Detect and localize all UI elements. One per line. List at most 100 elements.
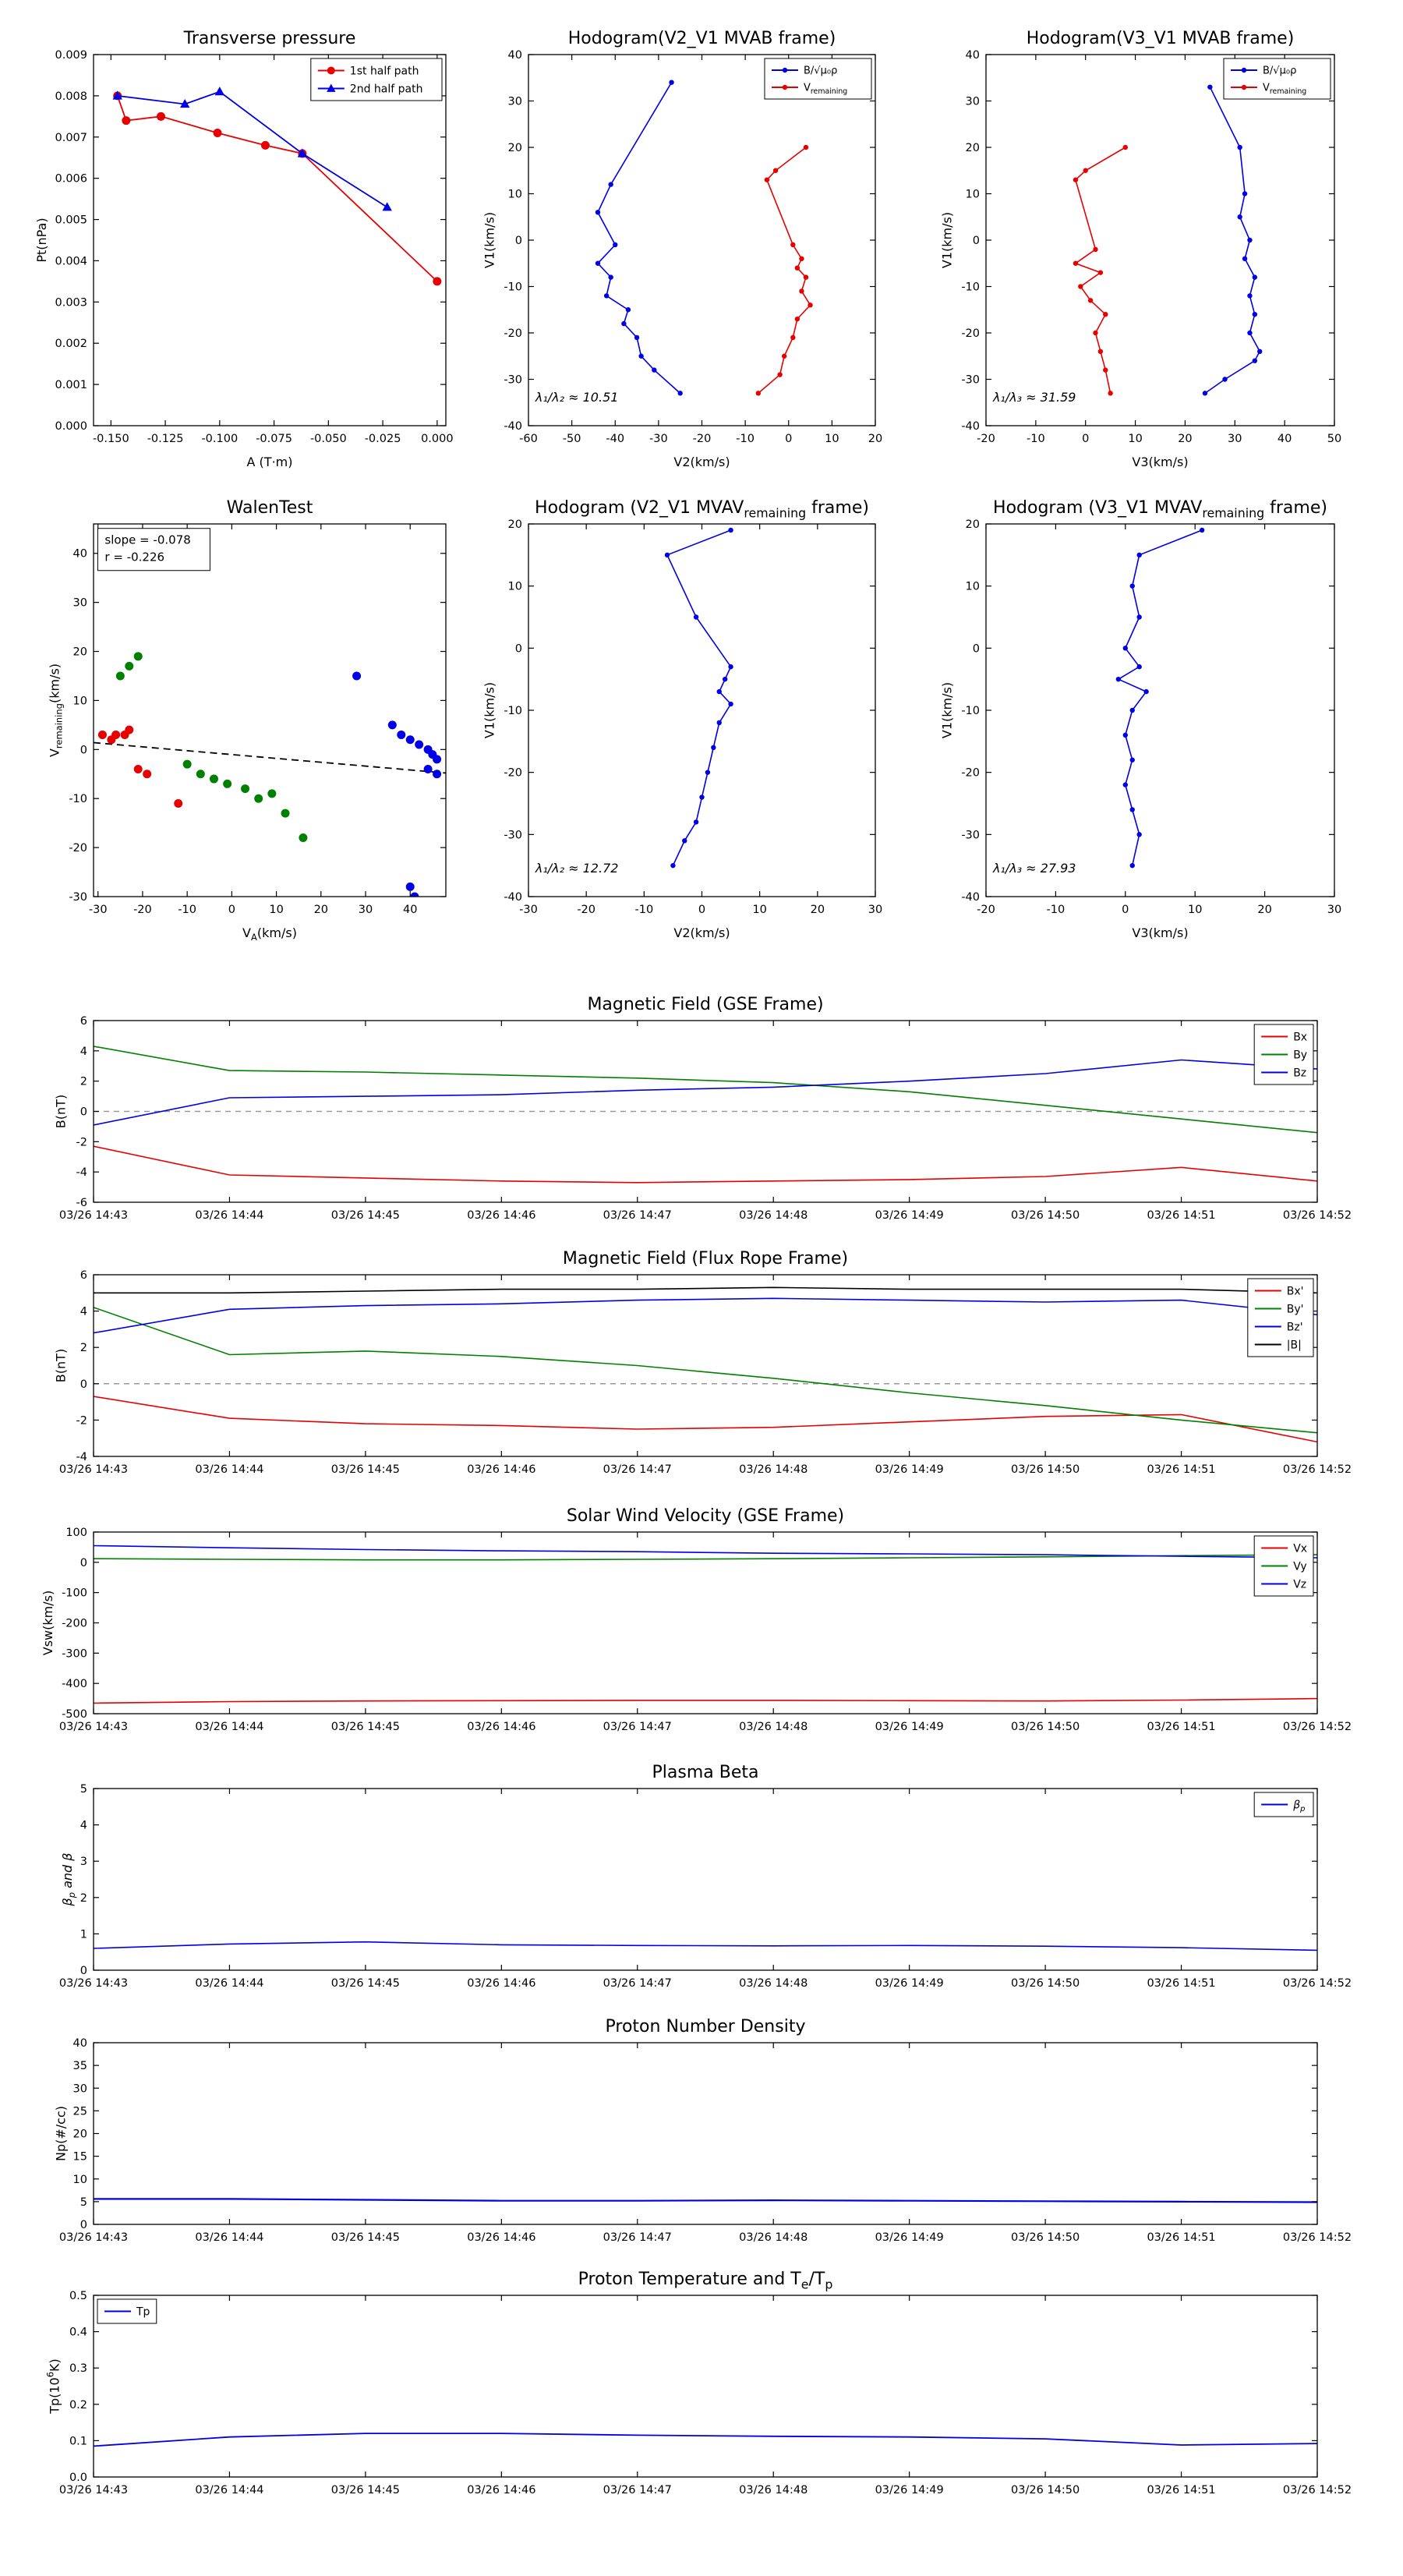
y-tick-label: 0 xyxy=(80,1378,87,1391)
y-tick-label: 100 xyxy=(65,1527,87,1539)
y-tick-label: 5 xyxy=(80,1783,87,1796)
y-axis-label: Vremaining(km/s) xyxy=(47,663,64,757)
y-tick-label: 4 xyxy=(80,1306,87,1318)
x-tick-label: 03/26 14:45 xyxy=(331,1463,400,1476)
x-tick-label: 03/26 14:46 xyxy=(467,2484,535,2496)
legend-label: Bx' xyxy=(1287,1286,1304,1298)
legend-label: Vremaining xyxy=(1263,83,1306,96)
x-tick-label: 20 xyxy=(1178,433,1192,445)
annotation: λ₁/λ₃ ≈ 27.93 xyxy=(992,861,1076,876)
x-tick-label: -10 xyxy=(1027,433,1045,445)
y-tick-label: 4 xyxy=(80,1820,87,1832)
x-tick-label: -0.125 xyxy=(147,433,184,445)
panel-plasma-beta: 03/26 14:43 03/26 14:44 03/26 14:45 03/26 1… xyxy=(59,1763,1352,1990)
x-tick-label: -10 xyxy=(1047,904,1066,916)
y-tick-label: 0 xyxy=(973,235,980,247)
x-axis-label: A (T·m) xyxy=(247,455,293,469)
series-line xyxy=(94,1145,1317,1184)
x-tick-label: -20 xyxy=(693,433,712,445)
x-tick-label: 03/26 14:43 xyxy=(59,2484,128,2496)
x-tick-label: 03/26 14:51 xyxy=(1147,1209,1215,1222)
annotation-box xyxy=(97,528,210,571)
x-tick-label: -10 xyxy=(634,904,653,916)
x-tick-label: 03/26 14:52 xyxy=(1283,1977,1352,1990)
series-line xyxy=(94,1046,1317,1134)
annotation: λ₁/λ₂ ≈ 12.72 xyxy=(535,861,619,876)
x-tick-label: 03/26 14:51 xyxy=(1147,2231,1215,2244)
x-tick-label: 03/26 14:51 xyxy=(1147,1721,1215,1733)
x-tick-label: 50 xyxy=(1327,433,1341,445)
x-tick-label: 10 xyxy=(269,904,283,916)
y-tick-label: 35 xyxy=(73,2060,87,2072)
x-tick-label: 03/26 14:52 xyxy=(1283,1463,1352,1476)
y-tick-label: 0.004 xyxy=(55,255,87,267)
x-tick-label: -10 xyxy=(178,904,196,916)
x-tick-label: 40 xyxy=(1278,433,1292,445)
y-tick-label: 4 xyxy=(80,1046,87,1058)
y-tick-label: -100 xyxy=(62,1587,87,1600)
legend-label: By' xyxy=(1287,1304,1304,1316)
y-tick-label: -40 xyxy=(961,420,980,433)
panel-proton-density: 03/26 14:43 03/26 14:44 03/26 14:45 03/26 1… xyxy=(54,2017,1352,2244)
panel-transverse-pressure: -0.150 -0.125 -0.100 -0.075 -0.050 -0.025 0.00… xyxy=(34,29,454,469)
y-tick-label: 0.3 xyxy=(69,2362,87,2375)
x-tick-label: 03/26 14:43 xyxy=(59,1209,128,1222)
y-tick-label: -20 xyxy=(504,327,522,340)
x-tick-label: 03/26 14:49 xyxy=(875,1977,944,1990)
y-tick-label: 30 xyxy=(73,597,87,610)
y-axis-label: Vsw(km/s) xyxy=(41,1591,55,1655)
x-tick-label: 03/26 14:50 xyxy=(1011,2484,1080,2496)
series-line xyxy=(94,2433,1317,2447)
panel-hodogram-v2v1-mvav: -30 -20 -10 0 10 20 30-40-30-20-1001020Hodogra… xyxy=(482,498,882,940)
y-tick-label: 0 xyxy=(80,2219,87,2231)
y-tick-label: -6 xyxy=(76,1197,87,1209)
x-tick-label: -50 xyxy=(563,433,581,445)
y-tick-label: 0.5 xyxy=(69,2290,87,2302)
x-tick-label: 30 xyxy=(1327,904,1341,916)
x-tick-label: 20 xyxy=(1257,904,1271,916)
x-tick-label: 03/26 14:47 xyxy=(603,2231,672,2244)
legend-label: Bz xyxy=(1293,1067,1306,1080)
x-tick-label: 20 xyxy=(868,433,882,445)
y-tick-label: -40 xyxy=(504,420,522,433)
x-tick-label: 03/26 14:52 xyxy=(1283,2231,1352,2244)
y-tick-label: -30 xyxy=(961,829,980,841)
y-axis-label: V1(km/s) xyxy=(939,212,954,268)
series-line xyxy=(94,741,446,774)
legend-box xyxy=(1247,1278,1314,1357)
x-tick-label: 03/26 14:44 xyxy=(195,2231,263,2244)
y-tick-label: -20 xyxy=(504,767,522,780)
y-tick-label: 0.003 xyxy=(55,296,87,309)
y-tick-label: 10 xyxy=(508,189,522,201)
plot-area xyxy=(986,524,1334,897)
panel-title: Proton Temperature and Te/Tp xyxy=(578,2270,833,2292)
y-tick-label: 0.4 xyxy=(69,2327,87,2339)
x-tick-label: 03/26 14:46 xyxy=(467,1721,535,1733)
axes-frame xyxy=(93,1788,1318,1971)
x-axis-label: V3(km/s) xyxy=(1132,925,1188,940)
x-tick-label: 03/26 14:46 xyxy=(467,1463,535,1476)
annotation-line: slope = -0.078 xyxy=(104,533,190,547)
x-tick-label: 03/26 14:45 xyxy=(331,2231,400,2244)
x-tick-label: 03/26 14:49 xyxy=(875,1463,944,1476)
x-tick-label: -20 xyxy=(977,433,995,445)
x-tick-label: 10 xyxy=(752,904,766,916)
y-tick-label: 2 xyxy=(80,1892,87,1905)
y-tick-label: 2 xyxy=(80,1342,87,1354)
y-tick-label: 0.009 xyxy=(55,49,87,62)
y-tick-label: 40 xyxy=(508,49,522,62)
y-tick-label: 40 xyxy=(966,49,980,62)
y-tick-label: -40 xyxy=(961,891,980,904)
x-tick-label: 03/26 14:44 xyxy=(195,1463,263,1476)
series-line xyxy=(94,1059,1317,1126)
y-tick-label: 10 xyxy=(73,2174,87,2186)
x-tick-label: 30 xyxy=(359,904,373,916)
legend-label: Tp xyxy=(136,2306,150,2319)
plot-area xyxy=(94,524,446,897)
y-tick-label: -10 xyxy=(504,705,522,717)
y-tick-label: 40 xyxy=(73,548,87,561)
y-tick-label: 30 xyxy=(508,96,522,108)
y-tick-label: 3 xyxy=(80,1856,87,1868)
x-tick-label: 03/26 14:47 xyxy=(603,1209,672,1222)
